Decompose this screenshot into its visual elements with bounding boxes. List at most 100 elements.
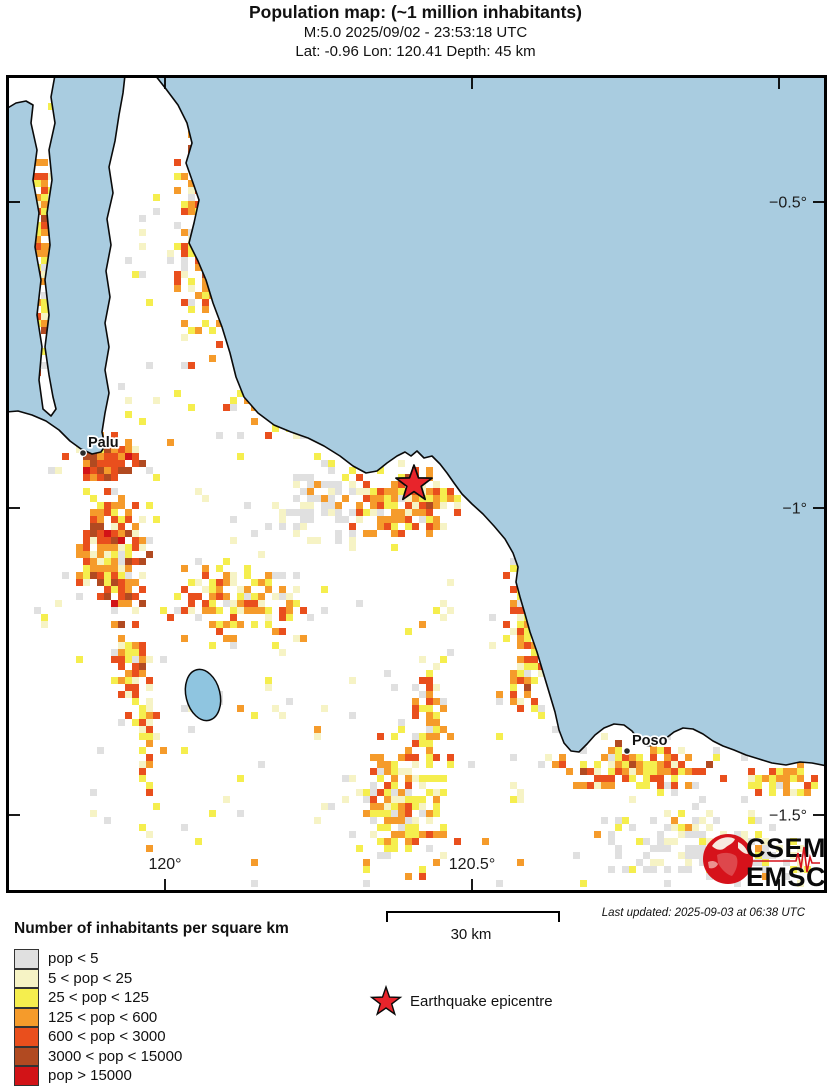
population-cell xyxy=(76,656,83,663)
population-cell xyxy=(811,782,818,789)
population-cell xyxy=(762,859,769,866)
population-cell xyxy=(601,775,608,782)
population-cell xyxy=(433,831,440,838)
population-cell xyxy=(97,509,104,516)
population-cell xyxy=(643,768,650,775)
population-cell xyxy=(139,544,146,551)
population-cell xyxy=(230,621,237,628)
population-cell xyxy=(762,845,769,852)
population-cell xyxy=(608,761,615,768)
population-cell xyxy=(125,530,132,537)
sea-palu-bay xyxy=(5,74,126,455)
population-cell xyxy=(713,754,720,761)
population-cell xyxy=(412,761,419,768)
population-cell xyxy=(279,628,286,635)
earthquake-epicenter-star xyxy=(395,464,433,501)
population-cell xyxy=(181,747,188,754)
population-cell xyxy=(510,628,517,635)
population-cell xyxy=(755,859,762,866)
city-marker-poso xyxy=(622,746,631,755)
population-cell xyxy=(41,348,48,355)
lat-tick-label: −1° xyxy=(782,501,807,518)
population-cell xyxy=(195,292,202,299)
population-cell xyxy=(41,159,48,166)
population-cell xyxy=(412,803,419,810)
population-cell xyxy=(132,719,139,726)
population-cell xyxy=(146,726,153,733)
population-cell xyxy=(762,775,769,782)
population-cell xyxy=(685,852,692,859)
population-cell xyxy=(181,264,188,271)
population-cell xyxy=(433,859,440,866)
population-cell xyxy=(377,516,384,523)
population-cell xyxy=(83,453,90,460)
population-cell xyxy=(419,803,426,810)
population-cell xyxy=(139,642,146,649)
population-cell xyxy=(419,621,426,628)
population-cell xyxy=(503,621,510,628)
population-cell xyxy=(538,712,545,719)
population-cell xyxy=(125,516,132,523)
population-cell xyxy=(83,544,90,551)
population-cell xyxy=(349,509,356,516)
population-cell xyxy=(391,796,398,803)
population-cell xyxy=(671,775,678,782)
population-cell xyxy=(685,768,692,775)
population-cell xyxy=(447,579,454,586)
population-cell xyxy=(363,495,370,502)
population-cell xyxy=(258,593,265,600)
population-cell xyxy=(286,607,293,614)
population-cell xyxy=(622,775,629,782)
population-cell xyxy=(139,733,146,740)
population-cell xyxy=(258,607,265,614)
population-cell xyxy=(643,866,650,873)
population-cell xyxy=(496,691,503,698)
population-cell xyxy=(601,782,608,789)
population-cell xyxy=(594,775,601,782)
population-cell xyxy=(41,320,48,327)
population-cell xyxy=(433,789,440,796)
population-cell xyxy=(391,831,398,838)
population-cell xyxy=(125,558,132,565)
population-cell xyxy=(426,502,433,509)
population-cell xyxy=(90,537,97,544)
population-cell xyxy=(783,873,790,880)
population-cell xyxy=(335,516,342,523)
population-cell xyxy=(363,509,370,516)
population-cell xyxy=(237,621,244,628)
population-cell xyxy=(398,488,405,495)
population-cell xyxy=(804,782,811,789)
population-cell xyxy=(503,572,510,579)
population-cell xyxy=(132,670,139,677)
population-cell xyxy=(440,495,447,502)
population-cell xyxy=(181,250,188,257)
population-cell xyxy=(636,782,643,789)
population-cell xyxy=(356,509,363,516)
population-cell xyxy=(615,768,622,775)
population-cell xyxy=(209,810,216,817)
population-cell xyxy=(328,495,335,502)
population-cell xyxy=(321,502,328,509)
population-cell xyxy=(97,579,104,586)
population-cell xyxy=(706,873,713,880)
population-cell xyxy=(650,866,657,873)
population-cell xyxy=(685,845,692,852)
population-cell xyxy=(118,719,125,726)
population-cell xyxy=(769,824,776,831)
population-cell xyxy=(755,845,762,852)
population-cell xyxy=(552,761,559,768)
population-cell xyxy=(272,572,279,579)
population-cell xyxy=(307,509,314,516)
population-cell xyxy=(335,537,342,544)
population-cell xyxy=(419,810,426,817)
population-cell xyxy=(216,320,223,327)
legend-swatch-0 xyxy=(14,949,39,969)
population-cell xyxy=(391,803,398,810)
population-cell xyxy=(209,355,216,362)
population-cell xyxy=(286,614,293,621)
population-cell xyxy=(125,551,132,558)
population-cell xyxy=(412,509,419,516)
population-cell xyxy=(118,537,125,544)
population-cell xyxy=(328,502,335,509)
